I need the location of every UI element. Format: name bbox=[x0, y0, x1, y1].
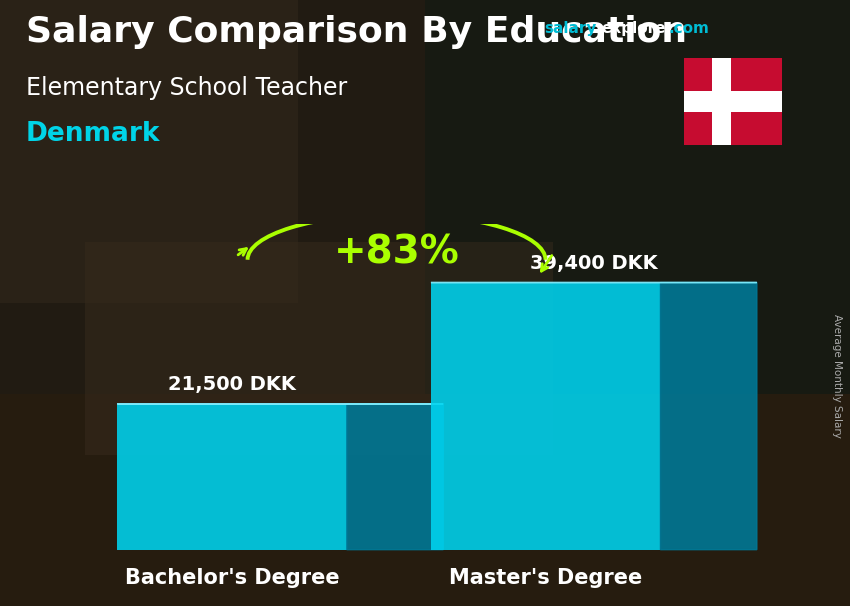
Text: Denmark: Denmark bbox=[26, 121, 160, 147]
Text: .com: .com bbox=[668, 21, 709, 36]
Text: 39,400 DKK: 39,400 DKK bbox=[530, 254, 658, 273]
Bar bbox=[85, 242, 552, 454]
Bar bbox=[684, 91, 782, 112]
Bar bbox=[711, 58, 731, 145]
Bar bbox=[0, 394, 850, 606]
Bar bbox=[425, 0, 850, 394]
Text: Bachelor's Degree: Bachelor's Degree bbox=[125, 568, 339, 588]
Text: Salary Comparison By Education: Salary Comparison By Education bbox=[26, 15, 687, 49]
Polygon shape bbox=[347, 404, 443, 550]
Text: salary: salary bbox=[544, 21, 597, 36]
Text: Average Monthly Salary: Average Monthly Salary bbox=[832, 314, 842, 438]
Bar bbox=[0, 0, 298, 303]
Bar bbox=[117, 404, 347, 550]
Polygon shape bbox=[660, 282, 756, 550]
Text: Master's Degree: Master's Degree bbox=[449, 568, 643, 588]
Text: Elementary School Teacher: Elementary School Teacher bbox=[26, 76, 347, 100]
Text: +83%: +83% bbox=[334, 233, 459, 271]
Bar bbox=[431, 282, 660, 550]
Text: explorer: explorer bbox=[602, 21, 674, 36]
Text: 21,500 DKK: 21,500 DKK bbox=[168, 375, 296, 394]
